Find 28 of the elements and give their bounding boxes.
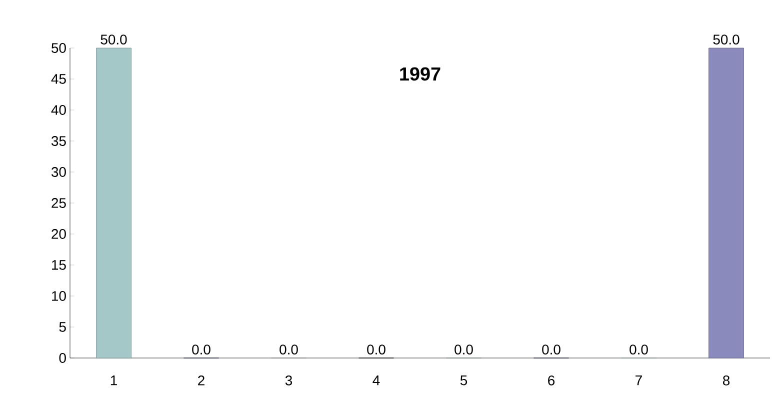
data-label: 0.0 [367, 344, 386, 354]
data-label: 50.0 [713, 34, 740, 44]
y-tick-label: 25 [52, 198, 66, 208]
x-tick-label: 6 [548, 376, 555, 386]
y-tick-label: 20 [52, 229, 66, 239]
x-tick-label: 1 [110, 376, 117, 386]
y-tick-label: 35 [51, 136, 66, 146]
data-label: 0.0 [280, 344, 298, 354]
y-tick-label: 10 [52, 291, 66, 301]
data-label: 50.0 [100, 34, 127, 44]
y-tick-label: 15 [52, 260, 66, 270]
y-tick-label: 0 [59, 353, 66, 363]
data-label: 0.0 [454, 344, 473, 354]
x-tick-label: 3 [285, 376, 292, 386]
x-tick-label: 2 [198, 376, 204, 386]
y-tick-label: 45 [51, 74, 66, 84]
data-label: 0.0 [192, 344, 210, 354]
x-tick-label: 5 [460, 376, 468, 386]
x-tick-label: 8 [722, 376, 730, 386]
y-tick-label: 50 [52, 43, 66, 53]
text: 1997 [400, 67, 440, 81]
data-label: 0.0 [630, 344, 648, 354]
y-tick-label: 30 [51, 167, 66, 177]
x-tick-label: 4 [372, 376, 380, 386]
y-tick-label: 5 [59, 322, 66, 332]
y-tick-label: 40 [51, 105, 66, 115]
data-label: 0.0 [542, 344, 560, 354]
x-tick-label: 7 [636, 376, 642, 386]
